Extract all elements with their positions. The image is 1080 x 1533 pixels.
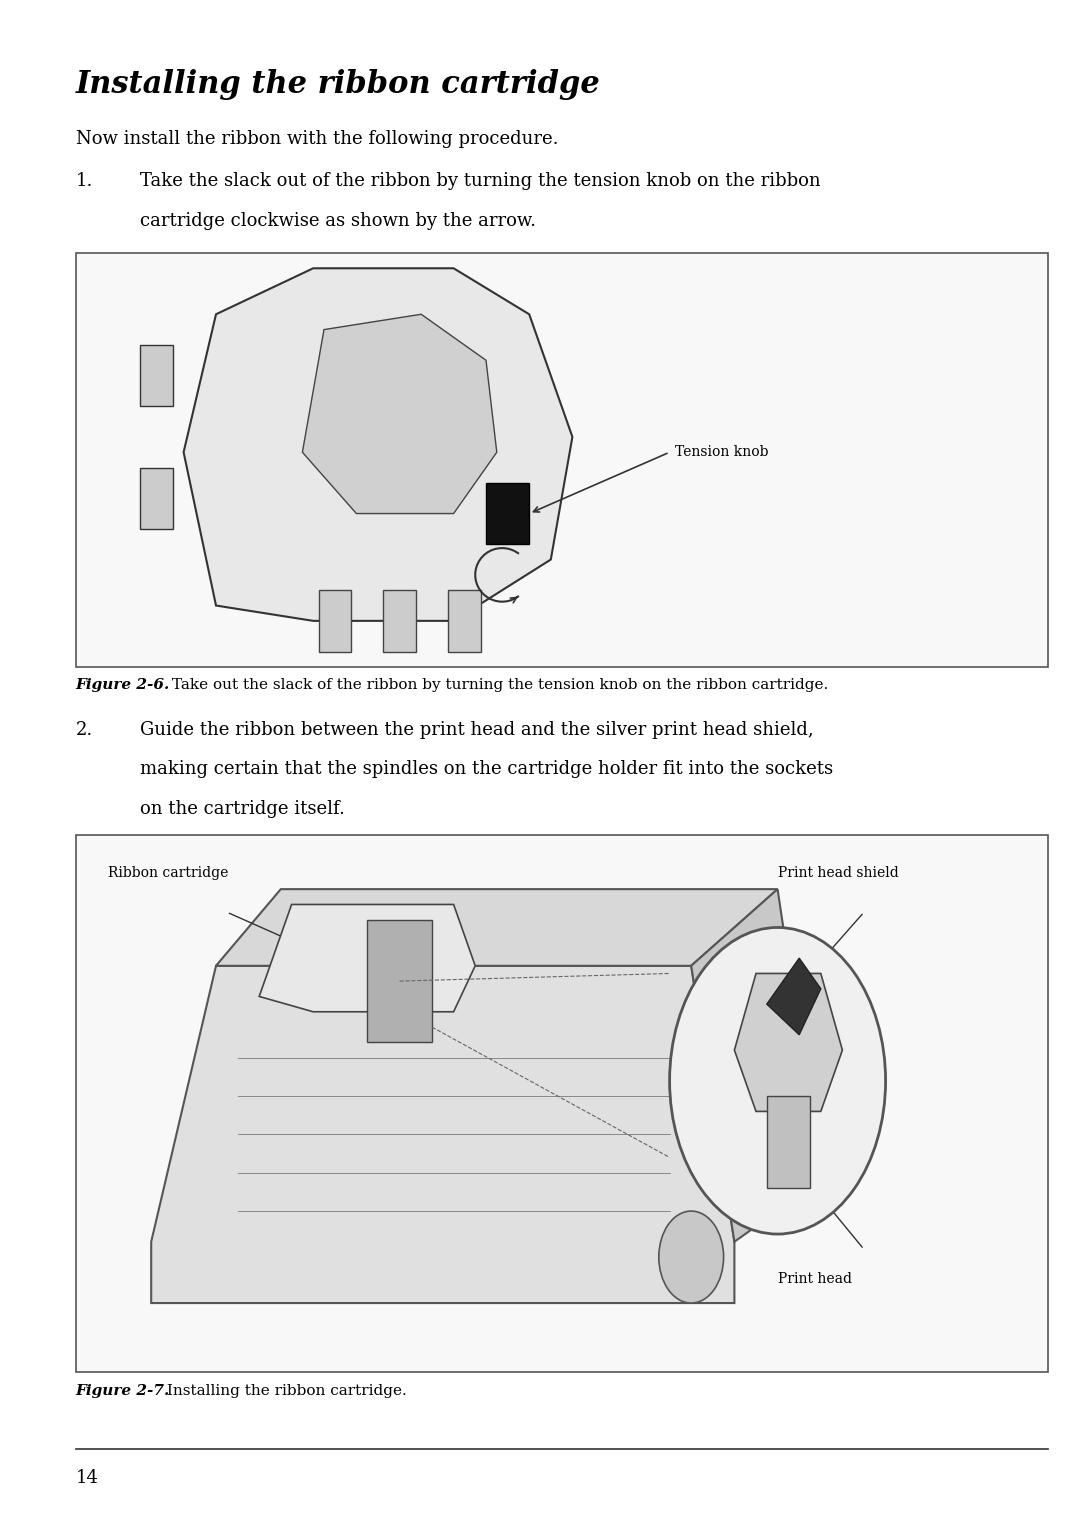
Bar [486,483,529,544]
Text: Installing the ribbon cartridge: Installing the ribbon cartridge [76,69,600,100]
Polygon shape [151,966,734,1303]
Text: Tension knob: Tension knob [675,445,769,460]
Text: 14: 14 [76,1469,98,1487]
Text: Installing the ribbon cartridge.: Installing the ribbon cartridge. [162,1384,407,1398]
Polygon shape [302,314,497,514]
Text: Print head shield: Print head shield [778,866,899,880]
Polygon shape [767,958,821,1035]
Bar [448,590,481,652]
Polygon shape [734,973,842,1111]
Polygon shape [691,889,821,1242]
Bar [767,1096,810,1188]
Bar [367,920,432,1042]
Polygon shape [259,904,475,1012]
Text: Guide the ribbon between the print head and the silver print head shield,: Guide the ribbon between the print head … [140,721,814,739]
Text: making certain that the spindles on the cartridge holder fit into the sockets: making certain that the spindles on the … [140,760,834,779]
FancyBboxPatch shape [76,835,1048,1372]
Text: Figure 2-6.: Figure 2-6. [76,678,170,691]
FancyBboxPatch shape [76,253,1048,667]
Text: Take out the slack of the ribbon by turning the tension knob on the ribbon cartr: Take out the slack of the ribbon by turn… [167,678,828,691]
Text: on the cartridge itself.: on the cartridge itself. [140,800,346,819]
Circle shape [659,1211,724,1303]
Text: 1.: 1. [76,172,93,190]
Polygon shape [184,268,572,621]
Text: Ribbon cartridge: Ribbon cartridge [108,866,228,880]
Text: Now install the ribbon with the following procedure.: Now install the ribbon with the followin… [76,130,558,149]
Bar [319,590,351,652]
Text: cartridge clockwise as shown by the arrow.: cartridge clockwise as shown by the arro… [140,212,537,230]
Text: 2.: 2. [76,721,93,739]
Text: Figure 2-7.: Figure 2-7. [76,1384,170,1398]
Text: Print head: Print head [778,1272,852,1286]
Polygon shape [140,345,173,406]
Circle shape [670,927,886,1234]
Polygon shape [140,468,173,529]
Polygon shape [216,889,778,966]
Text: Take the slack out of the ribbon by turning the tension knob on the ribbon: Take the slack out of the ribbon by turn… [140,172,821,190]
Bar [383,590,416,652]
